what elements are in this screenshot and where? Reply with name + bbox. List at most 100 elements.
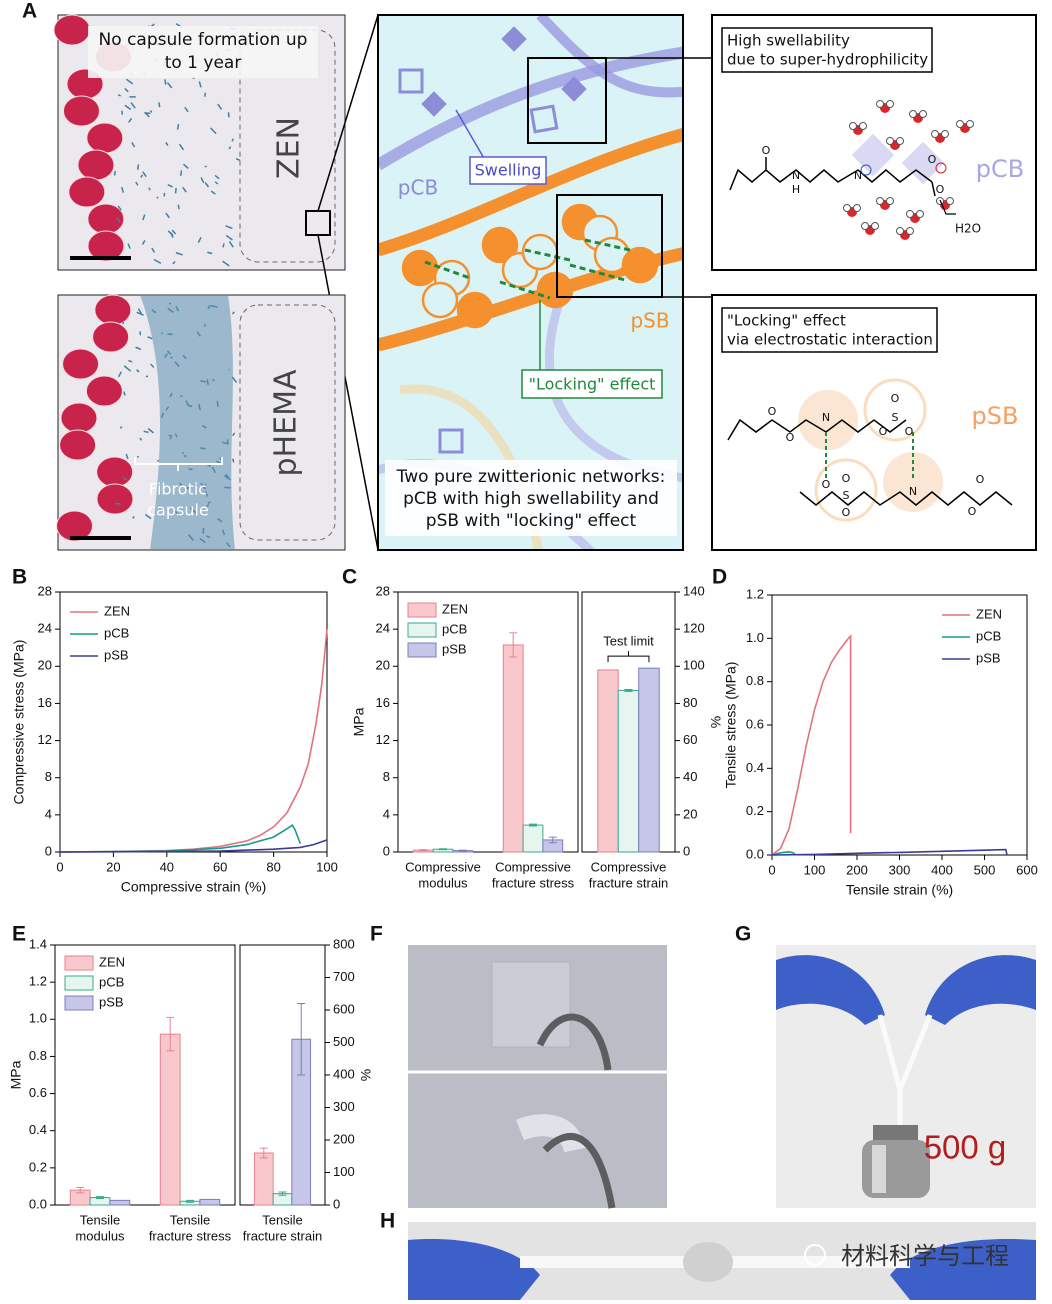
fiber	[149, 110, 153, 113]
panel-label: E	[12, 923, 26, 946]
tissue	[59, 429, 97, 461]
fiber	[145, 375, 149, 378]
panel-label: H	[380, 1210, 395, 1233]
label: pCB	[398, 176, 438, 200]
fiber	[140, 174, 144, 178]
y-tick-label: 0	[45, 843, 52, 858]
fiber	[117, 205, 122, 211]
tissue	[62, 348, 100, 380]
x-tick-label: 100	[316, 859, 338, 874]
fiber	[180, 170, 183, 176]
y-tick-label: 0.4	[746, 760, 764, 775]
series-line	[771, 848, 1008, 856]
fiber	[137, 164, 140, 170]
y-tick-label: 8	[383, 769, 390, 784]
fiber	[222, 260, 230, 267]
tissue	[86, 122, 124, 154]
fiber	[139, 437, 143, 441]
panel-label: D	[712, 566, 727, 589]
fiber	[178, 143, 185, 151]
x-tick-label: Compressive	[591, 859, 667, 874]
fiber	[117, 371, 122, 378]
atom-label: S	[843, 489, 850, 502]
fiber	[121, 186, 125, 193]
legend-label: pSB	[442, 641, 467, 656]
histology-bottom: pHEMA Fibrotic capsule	[56, 294, 346, 551]
fiber	[174, 187, 177, 194]
y-tick-label: 0	[333, 1196, 340, 1211]
y-tick-label: 20	[38, 658, 52, 673]
x-tick-label: fracture stress	[492, 875, 575, 890]
x-axis-label: Tensile strain (%)	[846, 882, 953, 898]
fiber	[135, 181, 139, 186]
water	[843, 204, 851, 212]
plot-frame	[239, 944, 326, 1206]
fiber	[164, 79, 167, 85]
fiber	[143, 430, 149, 434]
error-bar	[529, 823, 537, 827]
fiber	[124, 104, 132, 111]
y-tick-label: 200	[333, 1131, 355, 1146]
material-label: ZEN	[272, 117, 307, 179]
x-tick-label: 600	[1016, 862, 1038, 877]
fiber	[204, 182, 210, 188]
bracket	[607, 651, 650, 663]
y-axis-label: %	[708, 716, 724, 728]
label: Swelling	[475, 161, 542, 180]
y-tick-label: 16	[376, 695, 390, 710]
legend-label: ZEN	[976, 606, 1002, 621]
fiber	[128, 359, 133, 363]
fiber	[225, 234, 233, 241]
y-axis-label: %	[358, 1069, 374, 1081]
box-title: "Locking" effect	[727, 312, 846, 330]
interaction	[584, 238, 631, 252]
legend-swatch	[407, 642, 437, 658]
fiber	[235, 157, 241, 161]
bar	[253, 1152, 274, 1206]
fiber	[117, 94, 122, 97]
fiber	[214, 181, 219, 185]
x-tick-label: 0	[56, 859, 63, 874]
x-tick-label: 500	[974, 862, 996, 877]
y-tick-label: 120	[683, 621, 705, 636]
fiber	[203, 92, 207, 97]
y-tick-label: 600	[333, 1001, 355, 1016]
tissue	[87, 230, 125, 262]
interaction	[524, 248, 571, 262]
label: pSB	[630, 309, 669, 333]
bar	[159, 1033, 181, 1206]
y-axis-label: Compressive stress (MPa)	[11, 640, 27, 805]
y-tick-label: 20	[683, 806, 697, 821]
water	[909, 110, 917, 118]
legend-label: pCB	[442, 621, 467, 636]
panel-label: A	[22, 0, 37, 23]
tissue	[96, 456, 134, 488]
y-tick-label: 28	[376, 583, 390, 598]
atom-label: O	[822, 478, 831, 491]
fiber	[228, 240, 234, 248]
tissue	[62, 95, 100, 127]
water	[886, 100, 894, 108]
fiber	[147, 336, 153, 340]
error-bar	[278, 1191, 287, 1196]
y-tick-label: 100	[333, 1164, 355, 1179]
tissue	[94, 294, 132, 326]
x-tick-label: 200	[846, 862, 868, 877]
y-tick-label: 0.2	[746, 803, 764, 818]
fiber	[135, 346, 142, 350]
y-tick-label: 0.0	[746, 846, 764, 861]
fiber	[131, 142, 136, 148]
x-tick-label: 100	[804, 862, 826, 877]
error-bar	[624, 689, 633, 692]
legend-label: pSB	[976, 650, 1001, 665]
y-tick-label: 80	[683, 695, 697, 710]
fiber	[113, 170, 116, 176]
bead	[456, 291, 494, 329]
fiber	[231, 311, 235, 315]
series-line	[59, 629, 328, 853]
error-bar	[548, 836, 557, 844]
atom-label: O	[768, 405, 777, 418]
interaction	[499, 280, 551, 300]
fiber	[132, 515, 135, 519]
atom-label: O	[976, 473, 985, 486]
